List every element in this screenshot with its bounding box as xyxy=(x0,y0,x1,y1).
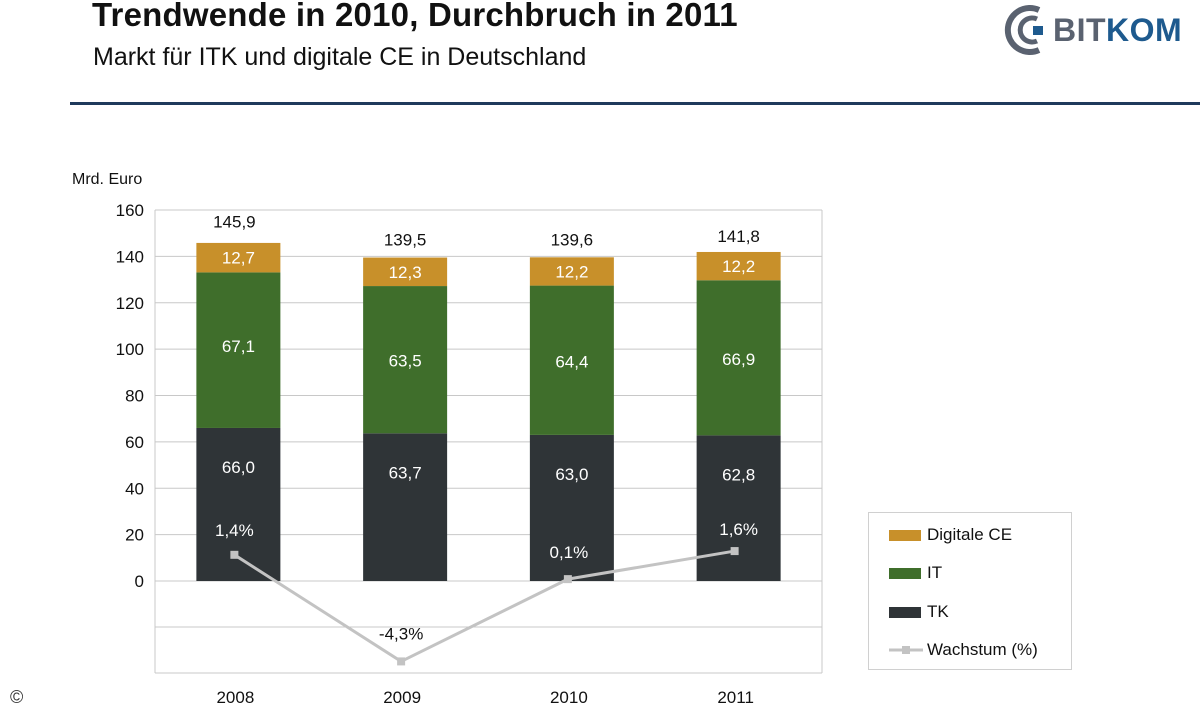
growth-point xyxy=(397,657,406,666)
bar-segment-it xyxy=(363,286,448,434)
y-axis-title: Mrd. Euro xyxy=(72,171,142,188)
legend-swatch-digitale-ce xyxy=(889,529,921,541)
logo-text-bit: BIT xyxy=(1053,12,1107,48)
legend-label-digitale-ce: Digitale CE xyxy=(927,525,1013,544)
data-label-digitale-ce: 12,2 xyxy=(722,257,755,276)
growth-point xyxy=(730,547,739,556)
total-label: 139,6 xyxy=(551,230,594,249)
data-label-it: 67,1 xyxy=(222,337,255,356)
x-tick-label: 2010 xyxy=(550,688,588,707)
total-label: 141,8 xyxy=(717,227,760,246)
data-label-it: 66,9 xyxy=(722,350,755,369)
copyright-symbol: © xyxy=(10,687,24,707)
data-label-it: 63,5 xyxy=(389,352,422,371)
legend-item-it: IT xyxy=(889,561,942,585)
growth-label: 1,4% xyxy=(215,521,254,540)
y-tick-label: 80 xyxy=(125,387,144,406)
legend-swatch-tk xyxy=(889,606,921,618)
legend-label-wachstum: Wachstum (%) xyxy=(927,640,1038,659)
y-tick-label: 40 xyxy=(125,479,144,498)
logo-text: BITKOM xyxy=(1053,12,1182,49)
bar-segment-digitale-ce xyxy=(363,257,448,287)
bar-segment-tk xyxy=(529,434,614,581)
data-label-digitale-ce: 12,2 xyxy=(555,262,588,281)
legend-item-digitale-ce: Digitale CE xyxy=(889,523,1012,547)
y-tick-label: 20 xyxy=(125,526,144,545)
data-label-it: 64,4 xyxy=(555,352,588,371)
bitkom-logo-mark-icon xyxy=(1004,5,1043,55)
x-tick-label: 2008 xyxy=(216,688,254,707)
header-divider xyxy=(70,102,1200,105)
data-label-digitale-ce: 12,7 xyxy=(222,249,255,268)
growth-line xyxy=(233,549,735,664)
bar-segment-tk xyxy=(363,433,448,581)
chart-legend: Digitale CE IT TK Wachstum (%) xyxy=(868,512,1072,670)
data-label-tk: 62,8 xyxy=(722,465,755,484)
legend-label-it: IT xyxy=(927,563,943,582)
page-subtitle: Markt für ITK und digitale CE in Deutsch… xyxy=(93,43,587,71)
x-tick-label: 2009 xyxy=(383,688,421,707)
bar-segment-digitale-ce xyxy=(696,251,781,281)
legend-swatch-it xyxy=(889,567,921,579)
growth-label: -4,3% xyxy=(379,624,423,643)
data-label-digitale-ce: 12,3 xyxy=(389,263,422,282)
growth-point xyxy=(230,550,239,559)
y-tick-label: 120 xyxy=(116,294,144,313)
growth-label: 1,6% xyxy=(719,520,758,539)
growth-label: 0,1% xyxy=(550,543,589,562)
total-label: 139,5 xyxy=(384,231,427,250)
bar-segment-it xyxy=(196,272,281,428)
y-tick-label: 0 xyxy=(135,572,144,591)
bar-segment-digitale-ce xyxy=(196,242,281,273)
data-label-tk: 63,7 xyxy=(389,463,422,482)
total-label: 145,9 xyxy=(213,213,256,232)
legend-label-tk: TK xyxy=(927,602,949,621)
legend-line-wachstum xyxy=(889,642,923,658)
page-title: Trendwende in 2010, Durchbruch in 2011 xyxy=(92,0,738,33)
y-tick-label: 160 xyxy=(116,201,144,220)
growth-point xyxy=(563,575,572,584)
y-tick-label: 100 xyxy=(116,340,144,359)
x-tick-label: 2011 xyxy=(717,688,754,707)
bitkom-logo: BITKOM xyxy=(1003,0,1198,60)
bar-segment-tk xyxy=(696,435,781,581)
bar-segment-it xyxy=(529,285,614,435)
data-label-tk: 66,0 xyxy=(222,458,255,477)
legend-item-wachstum: Wachstum (%) xyxy=(889,638,1038,662)
y-tick-label: 140 xyxy=(116,247,144,266)
bar-segment-digitale-ce xyxy=(529,257,614,286)
data-label-tk: 63,0 xyxy=(555,465,588,484)
y-tick-label: 60 xyxy=(125,433,144,452)
bar-segment-it xyxy=(696,280,781,436)
logo-text-kom: KOM xyxy=(1106,12,1183,48)
legend-item-tk: TK xyxy=(889,600,949,624)
